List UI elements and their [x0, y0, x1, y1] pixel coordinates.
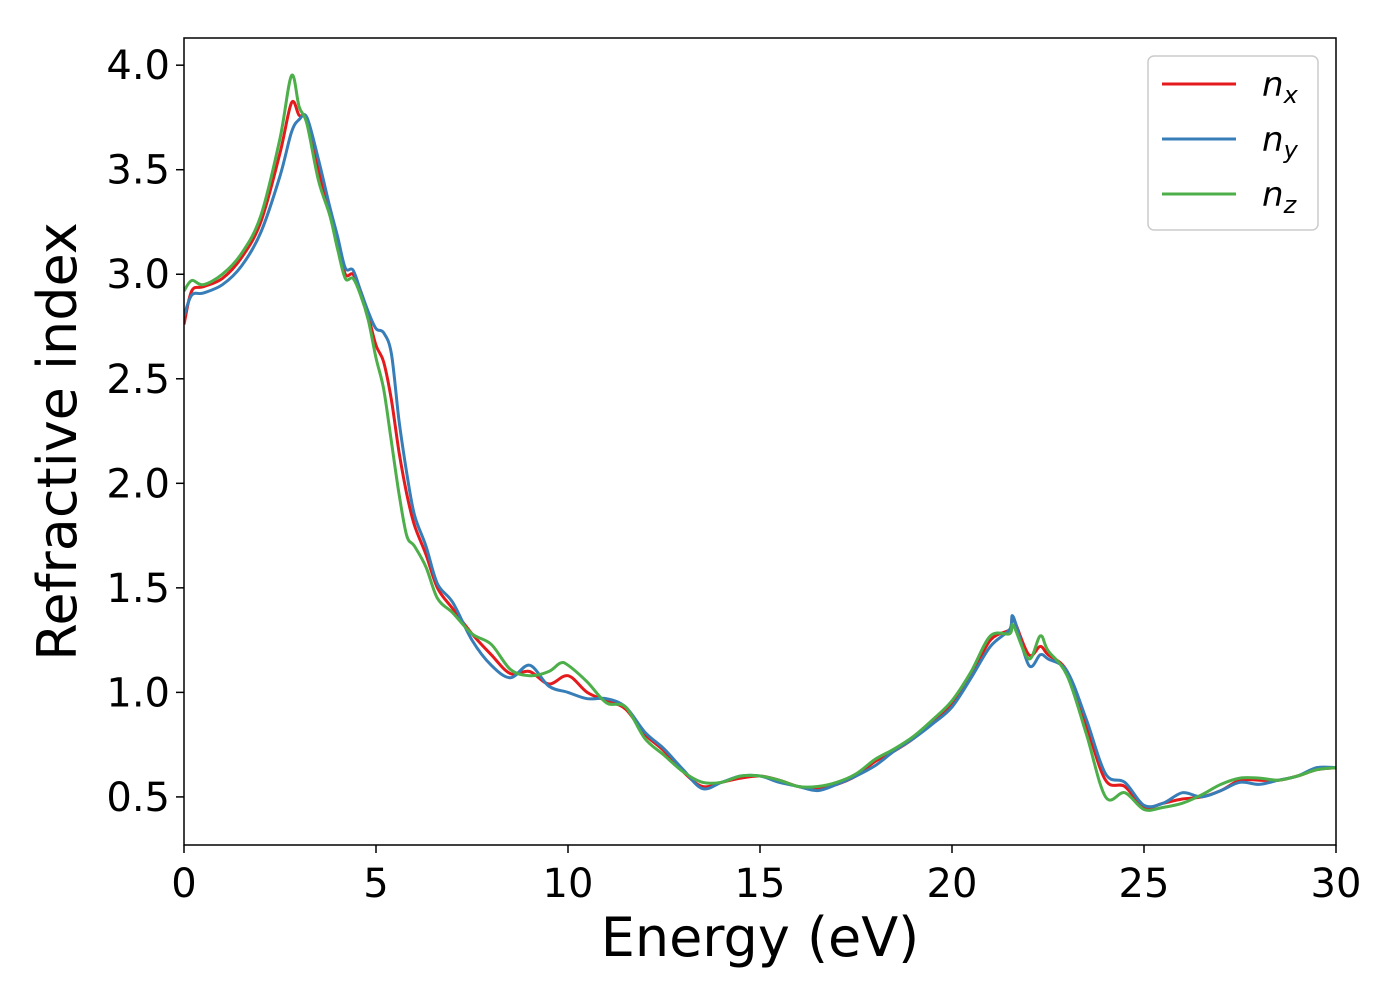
x-tick-label: 10: [543, 861, 594, 907]
legend: nx ny nz: [1147, 55, 1319, 231]
y-tick-label: 4.0: [106, 43, 170, 89]
y-axis-label: Refractive index: [26, 222, 89, 661]
x-tick-label: 0: [171, 861, 196, 907]
legend-label-ny: ny: [1262, 120, 1299, 164]
x-axis-label: Energy (eV): [601, 906, 920, 969]
y-tick-label: 3.5: [106, 148, 170, 194]
x-tick-label: 5: [363, 861, 388, 907]
y-tick-label: 1.0: [106, 670, 170, 716]
x-axis-ticks: 0 5 10 15 20 25 30: [171, 845, 1361, 907]
legend-label-nz: nz: [1262, 175, 1298, 219]
y-tick-label: 2.0: [106, 461, 170, 507]
series-line-nz: [184, 73, 1336, 812]
x-tick-label: 30: [1311, 861, 1362, 907]
y-tick-label: 0.5: [106, 775, 170, 821]
x-tick-label: 15: [735, 861, 786, 907]
series-line-ny: [184, 113, 1336, 809]
series-layer: [184, 73, 1336, 812]
y-tick-label: 1.5: [106, 566, 170, 612]
y-axis-ticks: 0.5 1.0 1.5 2.0 2.5 3.0 3.5 4.0: [106, 43, 184, 821]
legend-label-nx: nx: [1262, 65, 1299, 109]
legend-box: [1147, 55, 1319, 231]
y-tick-label: 3.0: [106, 252, 170, 298]
y-tick-label: 2.5: [106, 357, 170, 403]
x-tick-label: 25: [1119, 861, 1170, 907]
x-tick-label: 20: [927, 861, 978, 907]
